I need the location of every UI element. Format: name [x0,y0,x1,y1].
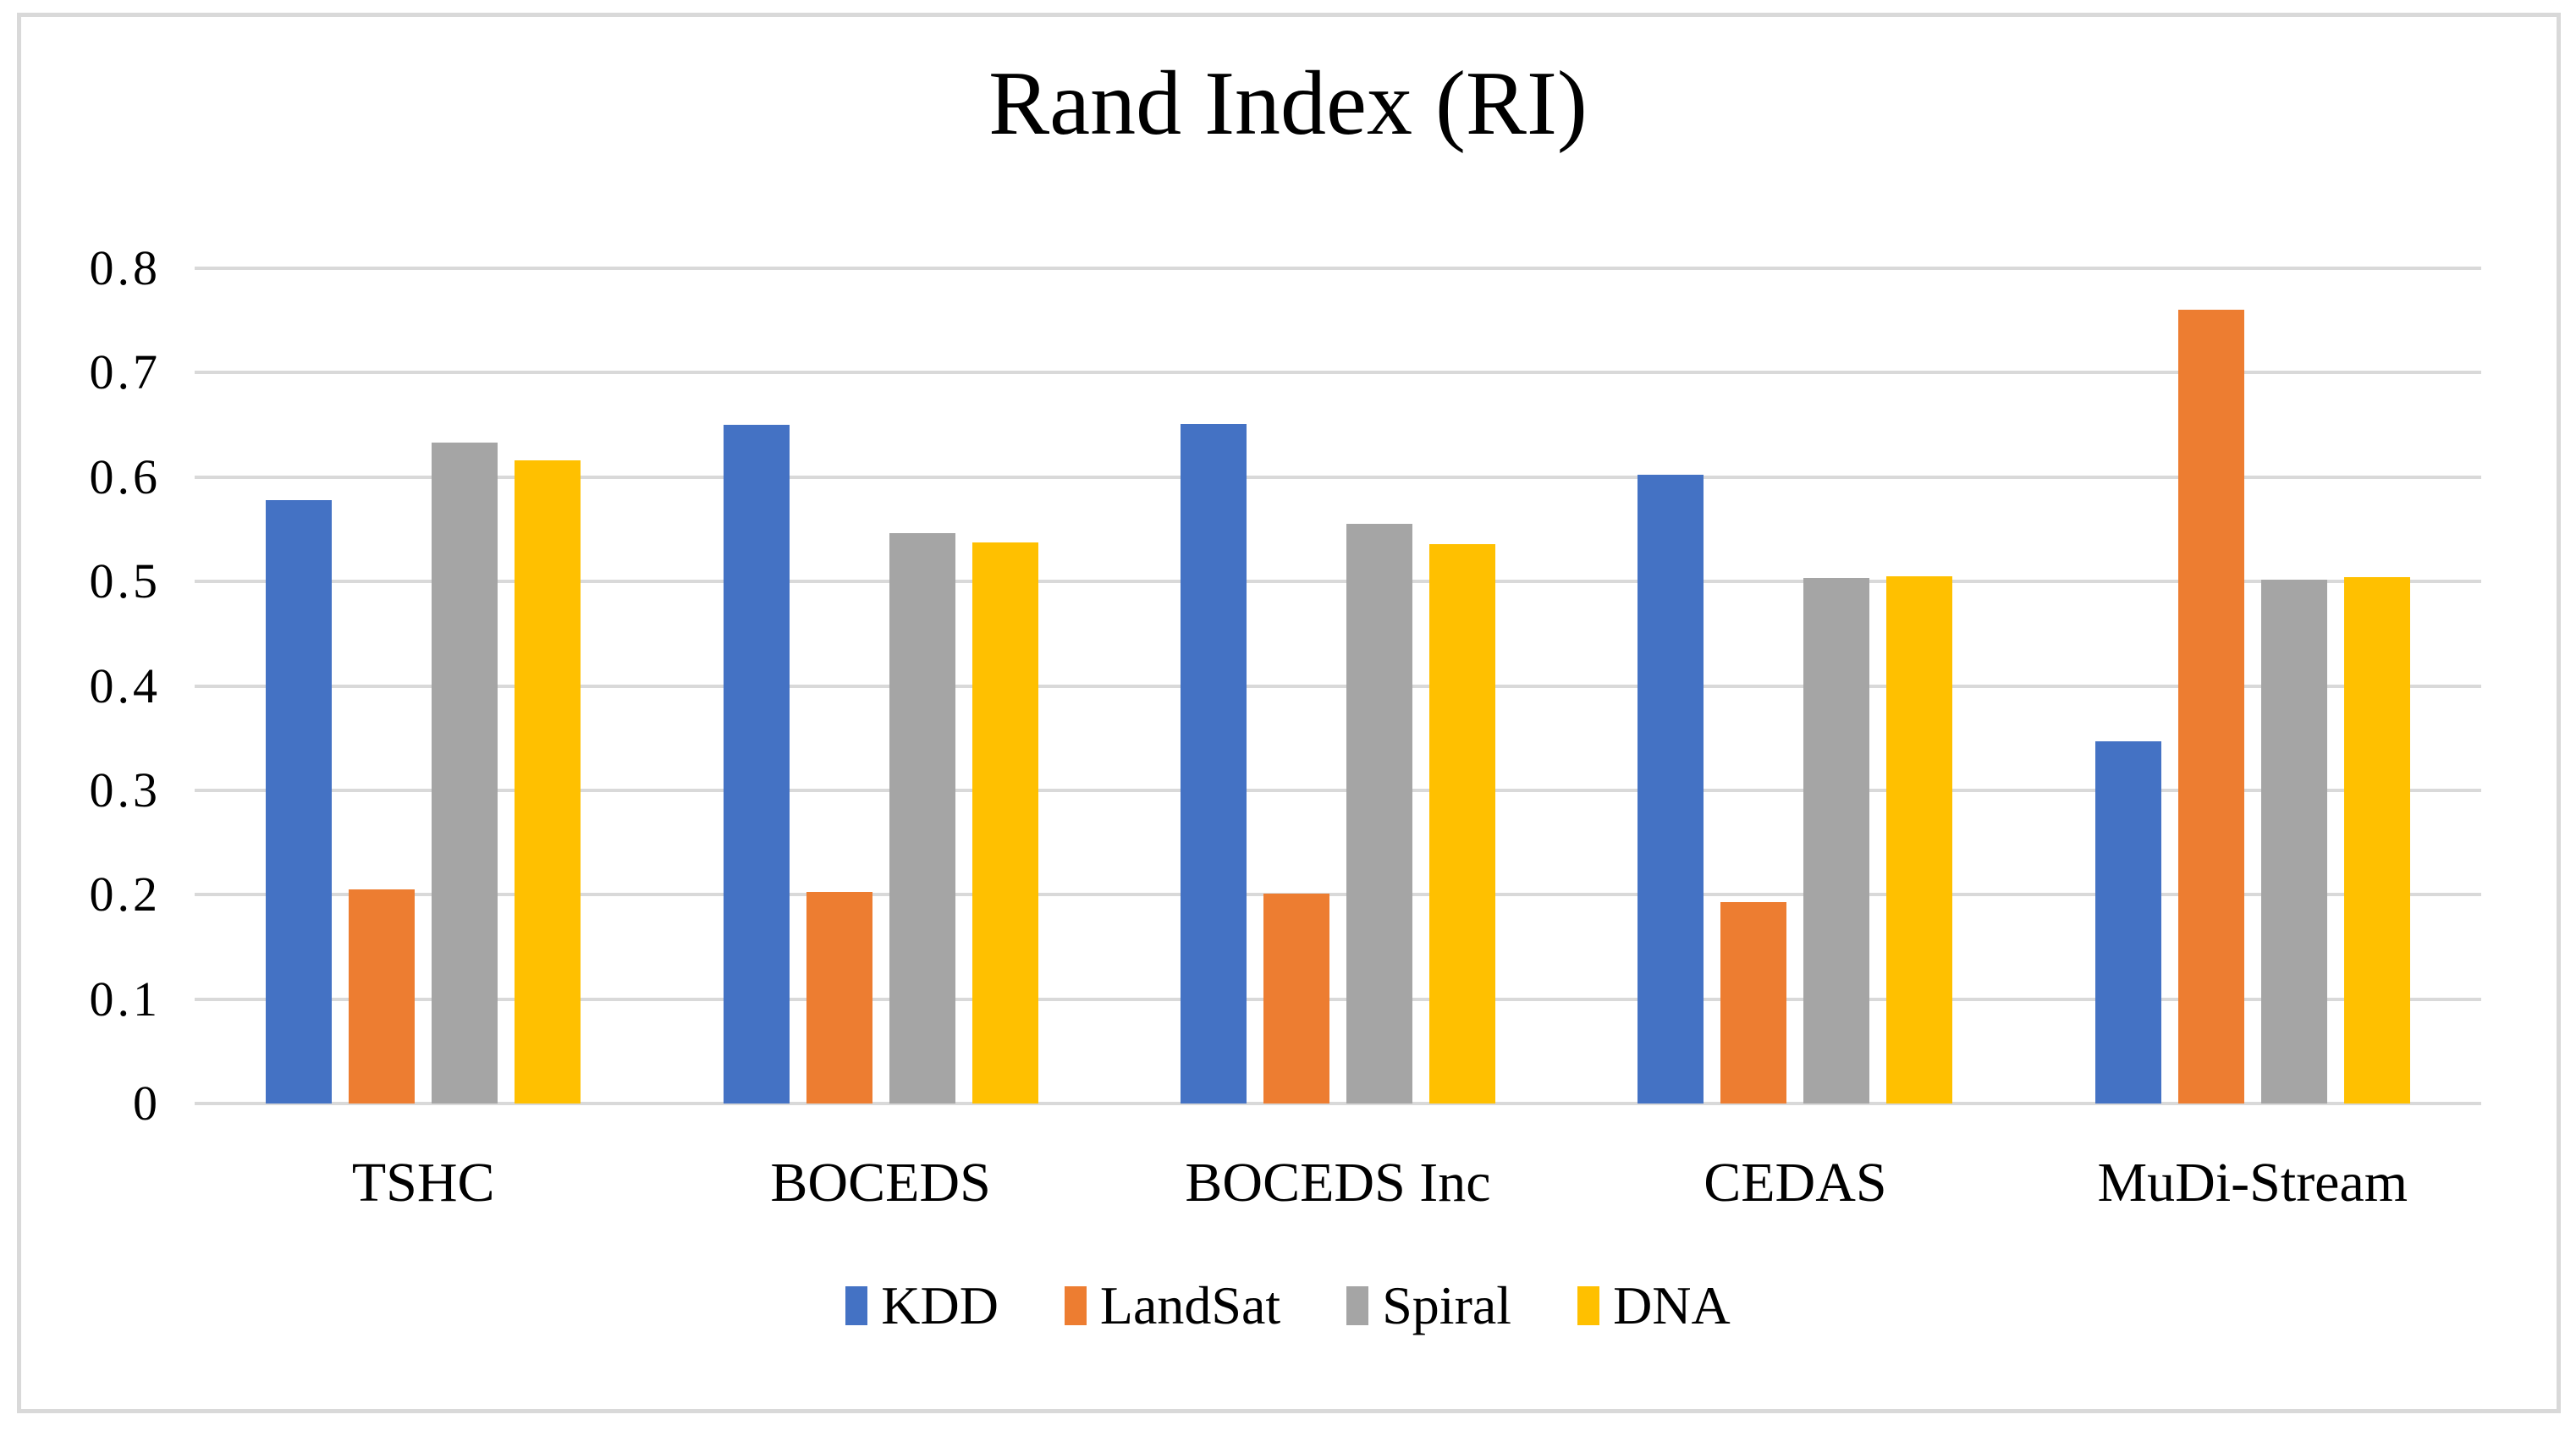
y-axis-tick-label: 0.2 [89,867,161,922]
legend-item-Spiral: Spiral [1346,1276,1511,1335]
bar-DNA-TSHC [515,460,581,1104]
chart-frame [17,13,2561,1413]
bar-DNA-BOCEDS Inc [1429,543,1495,1104]
legend-label: LandSat [1099,1275,1281,1335]
bar-Spiral-MuDi-Stream [2260,579,2327,1104]
bar-DNA-CEDAS [1886,575,1953,1104]
plot-area [195,267,2481,1107]
bar-KDD-TSHC [266,499,333,1104]
legend-item-LandSat: LandSat [1064,1275,1281,1335]
gridline [195,893,2481,897]
bar-KDD-CEDAS [1638,475,1704,1104]
x-axis-category-label: TSHC [351,1152,495,1214]
legend-label: DNA [1613,1275,1731,1335]
legend-item-DNA: DNA [1577,1276,1731,1335]
y-axis-tick-label: 0.3 [89,762,161,817]
bar-Spiral-BOCEDS [889,533,955,1104]
y-axis-tick-label: 0.8 [89,240,161,295]
y-axis-tick-label: 0.5 [89,553,161,609]
x-axis-category-label: CEDAS [1704,1152,1887,1214]
y-axis-tick-label: 0.6 [89,449,161,504]
legend-item-KDD: KDD [845,1276,999,1335]
bar-LandSat-CEDAS [1720,901,1787,1104]
legend-marker-icon [1577,1286,1600,1325]
chart-title: Rand Index (RI) [988,53,1588,154]
y-axis-tick-label: 0.7 [89,344,161,400]
x-axis-category-label: BOCEDS Inc [1185,1152,1491,1214]
gridline [195,267,2481,270]
bar-Spiral-TSHC [432,443,498,1104]
gridline [195,788,2481,792]
gridline [195,580,2481,584]
bar-Spiral-BOCEDS Inc [1346,524,1412,1104]
y-axis-tick-label: 0.1 [89,971,161,1026]
legend-marker-icon [845,1286,868,1325]
gridline [195,684,2481,688]
gridline [195,1102,2481,1105]
bar-Spiral-CEDAS [1803,578,1870,1104]
gridline [195,997,2481,1001]
y-axis-tick-label: 0 [133,1076,161,1131]
bar-DNA-BOCEDS [972,542,1038,1104]
gridline [195,371,2481,375]
bar-DNA-MuDi-Stream [2343,577,2410,1104]
legend: KDD LandSat Spiral DNA [0,1276,2576,1335]
legend-label: KDD [881,1275,999,1335]
legend-label: Spiral [1382,1275,1512,1335]
bar-KDD-BOCEDS [723,425,790,1104]
legend-marker-icon [1346,1286,1369,1325]
bar-LandSat-MuDi-Stream [2177,310,2244,1104]
bar-KDD-MuDi-Stream [2094,740,2161,1104]
y-axis-tick-label: 0.4 [89,658,161,713]
x-axis-category-label: BOCEDS [770,1152,991,1214]
y-axis: 0 0.1 0.2 0.3 0.4 0.5 0.6 0.7 0.8 [25,0,161,1431]
bar-LandSat-BOCEDS Inc [1263,894,1329,1104]
gridline [195,475,2481,479]
legend-marker-icon [1064,1286,1087,1325]
bar-LandSat-TSHC [349,889,416,1104]
bar-LandSat-BOCEDS [806,891,872,1104]
bar-KDD-BOCEDS Inc [1181,423,1247,1104]
x-axis-category-label: MuDi-Stream [2097,1152,2408,1214]
